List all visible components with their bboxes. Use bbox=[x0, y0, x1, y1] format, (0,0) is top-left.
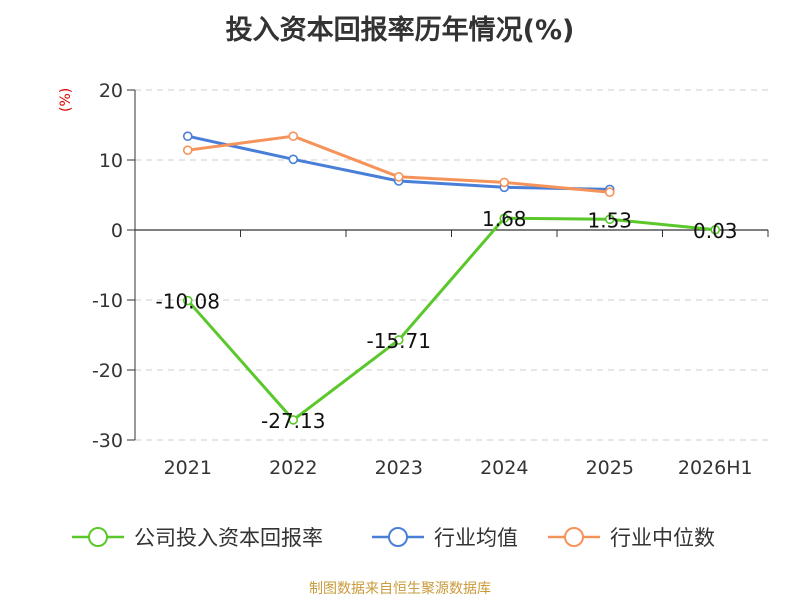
legend-marker bbox=[388, 527, 408, 547]
legend-marker bbox=[88, 527, 108, 547]
y-tick-label: 10 bbox=[99, 150, 123, 172]
data-point bbox=[710, 224, 721, 235]
y-tick-label: -10 bbox=[92, 290, 123, 312]
data-point bbox=[604, 214, 615, 225]
legend-marker bbox=[564, 527, 584, 547]
chart-title: 投入资本回报率历年情况(%) bbox=[225, 15, 575, 46]
data-point bbox=[182, 295, 193, 306]
x-tick-label: 2022 bbox=[269, 457, 317, 479]
data-point bbox=[288, 154, 299, 165]
x-tick-label: 2026H1 bbox=[678, 457, 753, 479]
x-tick-label: 2024 bbox=[480, 457, 528, 479]
data-label: 1.53 bbox=[587, 208, 632, 232]
y-tick-label: 0 bbox=[111, 220, 123, 242]
source-note: 制图数据来自恒生聚源数据库 bbox=[309, 581, 491, 597]
data-point bbox=[393, 172, 404, 182]
x-tick-label: 2025 bbox=[586, 457, 634, 479]
data-label: 1.68 bbox=[482, 207, 527, 231]
x-tick-label: 2023 bbox=[375, 457, 423, 479]
data-label: 0.03 bbox=[693, 219, 738, 243]
y-tick-label: 20 bbox=[99, 80, 123, 102]
data-label: -15.71 bbox=[367, 329, 431, 353]
y-tick-label: -20 bbox=[92, 360, 123, 382]
y-tick-label: -30 bbox=[92, 430, 123, 452]
series-line bbox=[186, 216, 716, 422]
data-point bbox=[499, 177, 510, 188]
data-point bbox=[288, 415, 299, 425]
data-point bbox=[182, 145, 193, 155]
legend-label: 行业中位数 bbox=[610, 526, 715, 550]
data-label: -10.08 bbox=[156, 290, 220, 314]
legend-label: 公司投入资本回报率 bbox=[134, 526, 323, 550]
data-point bbox=[182, 131, 193, 141]
data-label: -27.13 bbox=[261, 409, 325, 433]
x-tick-label: 2021 bbox=[164, 457, 212, 479]
data-point bbox=[393, 335, 404, 345]
data-point bbox=[499, 213, 510, 224]
data-point bbox=[604, 187, 615, 197]
data-point bbox=[288, 131, 299, 141]
legend-label: 行业均值 bbox=[434, 526, 518, 550]
